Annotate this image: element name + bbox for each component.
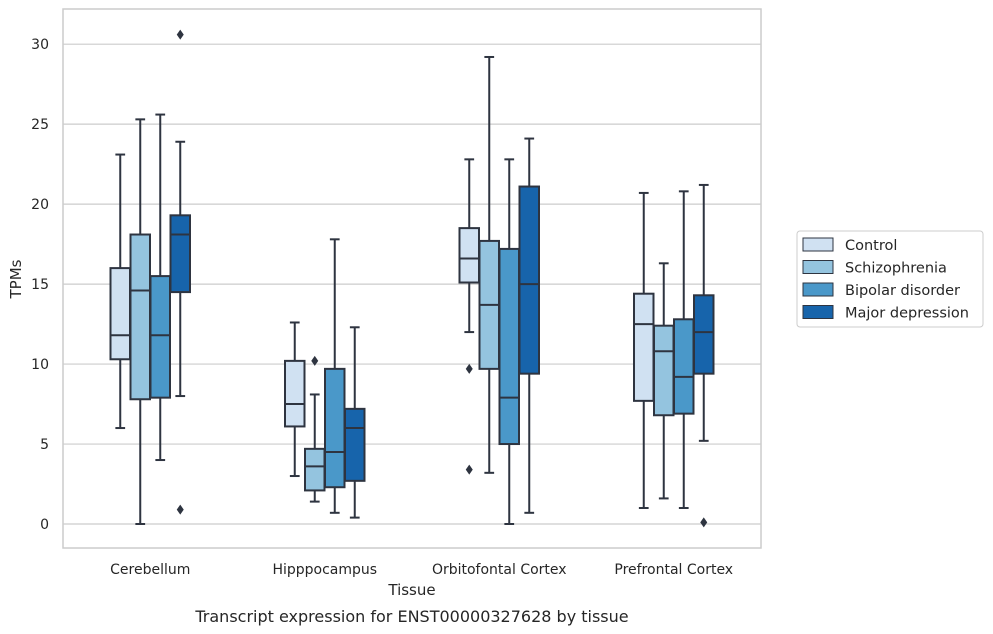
plot-frame	[62, 8, 762, 549]
outlier-point	[311, 355, 319, 366]
y-tick-label: 30	[31, 37, 49, 53]
box-plot	[149, 113, 171, 462]
outlier-point	[465, 464, 473, 475]
x-tick-label: Hipppocampus	[272, 562, 377, 578]
box-plot	[169, 29, 191, 515]
legend-entries: Control Schizophrenia Bipolar disorder Majo…	[802, 237, 969, 322]
box-iqr	[673, 318, 695, 415]
box-plot	[304, 355, 326, 503]
box-iqr	[284, 359, 306, 428]
legend-label: Major depression	[845, 306, 969, 322]
y-tick-label: 25	[31, 117, 49, 133]
box-iqr	[633, 292, 655, 402]
y-axis-label: TPMs	[7, 259, 25, 299]
box-plot	[284, 321, 306, 478]
box-iqr	[129, 233, 151, 401]
outlier-point	[176, 29, 184, 40]
x-tick-labels: Cerebellum Hipppocampus Orbitofontal Corte…	[110, 562, 733, 578]
box-iqr	[149, 275, 171, 399]
outlier-point	[176, 504, 184, 515]
box-plot	[633, 191, 655, 510]
plot-boxes	[109, 29, 715, 528]
y-tick-label: 5	[40, 437, 49, 453]
legend-frame	[796, 230, 984, 328]
x-tick-label: Prefrontal Cortex	[614, 562, 733, 578]
legend-label: Control	[845, 238, 897, 254]
outlier-point	[700, 517, 708, 528]
box-iqr	[458, 227, 480, 284]
box-iqr	[304, 447, 326, 492]
box-iqr	[498, 247, 520, 446]
box-iqr	[344, 407, 366, 482]
legend-swatch	[802, 260, 834, 274]
legend-swatch	[802, 237, 834, 252]
y-tick-label: 15	[31, 277, 49, 293]
box-plot	[518, 137, 540, 514]
box-iqr	[169, 214, 191, 294]
box-plot	[653, 262, 675, 500]
box-iqr	[653, 324, 675, 417]
y-tick-label: 20	[31, 197, 49, 213]
legend-label: Schizophrenia	[845, 261, 947, 277]
box-plot	[458, 158, 480, 475]
x-axis-label: Tissue	[387, 581, 435, 599]
legend: Control Schizophrenia Bipolar disorder Majo…	[796, 230, 984, 328]
box-plot	[324, 238, 346, 514]
box-plot	[129, 118, 151, 526]
chart-caption: Transcript expression for ENST0000032762…	[194, 607, 628, 626]
legend-swatch	[802, 282, 834, 297]
box-iqr	[693, 294, 715, 375]
outlier-point	[465, 363, 473, 374]
box-plot	[498, 158, 520, 526]
box-plot	[478, 55, 500, 474]
box-plot	[109, 153, 131, 430]
box-plot	[344, 326, 366, 519]
box-plot	[693, 183, 715, 528]
legend-label: Bipolar disorder	[845, 283, 960, 299]
y-tick-label: 10	[31, 357, 49, 373]
x-tick-label: Orbitofontal Cortex	[432, 562, 567, 578]
box-iqr	[518, 185, 540, 375]
x-tick-label: Cerebellum	[110, 562, 190, 578]
y-tick-label: 0	[40, 517, 49, 533]
legend-swatch	[802, 305, 834, 319]
box-plot	[673, 190, 695, 510]
box-iqr	[109, 267, 131, 361]
y-tick-labels: 0 5 10 15 20 25 30	[31, 37, 49, 533]
box-iqr	[324, 367, 346, 489]
